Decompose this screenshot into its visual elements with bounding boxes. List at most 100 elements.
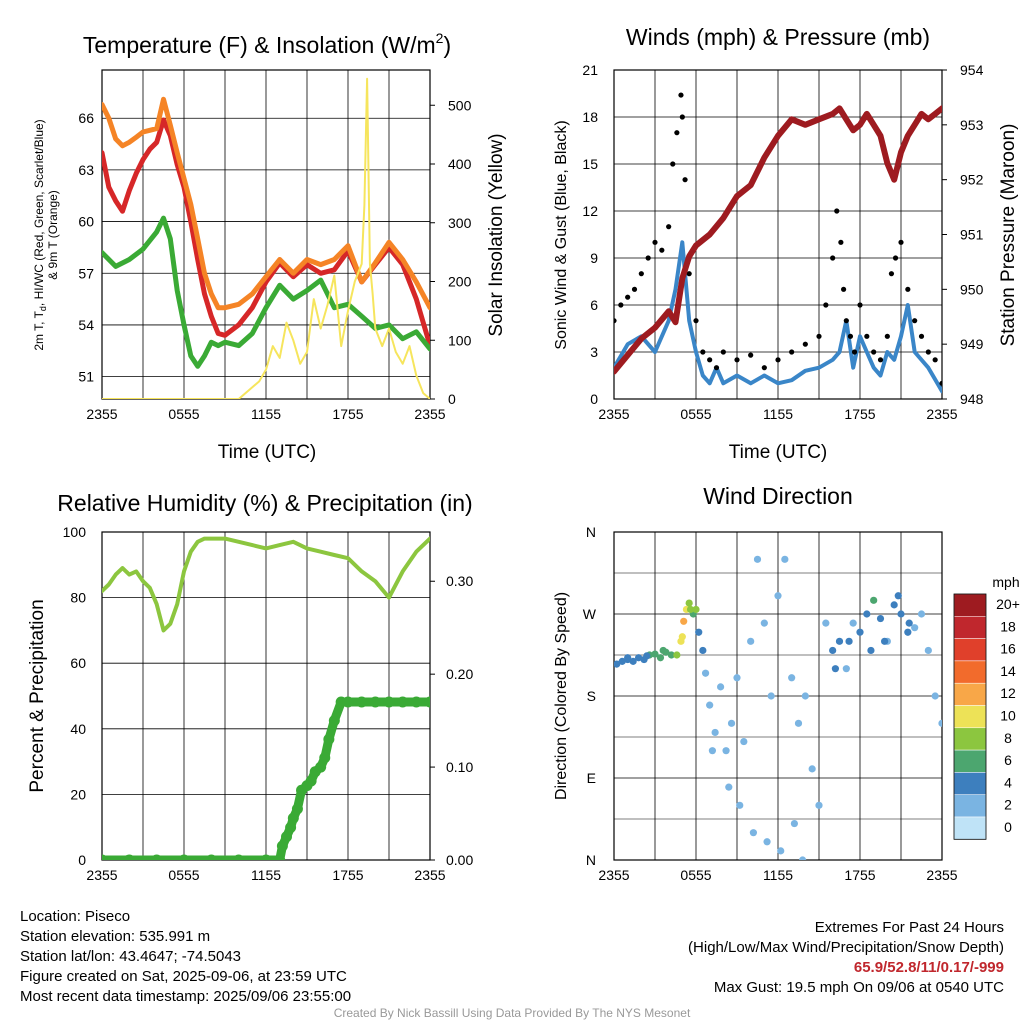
rh-y2tick-label: 0.10: [446, 759, 473, 775]
temp-ylabel-1: 2m T, Td, HI/WC (Red, Green, Scarlet/Blu…: [32, 119, 48, 350]
precip-point: [287, 812, 299, 824]
direction-point: [867, 646, 875, 655]
rh-series-group: [102, 536, 430, 860]
rh-ylabel: Percent & Precipitation: [27, 599, 48, 792]
direction-point: [863, 610, 871, 618]
legend-label: 8: [1004, 730, 1012, 746]
extremes-subheading: (High/Low/Max Wind/Precipitation/Snow De…: [688, 939, 1004, 956]
temp-ytick-label: 63: [78, 162, 94, 178]
gust-point: [734, 357, 740, 363]
gust-point: [700, 349, 706, 355]
gust-point: [678, 92, 684, 98]
precip-point: [281, 831, 292, 843]
precip-point: [383, 696, 395, 708]
wind-xtick-label: 1155: [763, 406, 793, 422]
gust-point: [693, 318, 699, 324]
gust-point: [892, 255, 899, 261]
direction-point: [680, 617, 688, 625]
direction-point: [894, 592, 902, 600]
gust-point: [841, 286, 847, 292]
direction-point: [808, 765, 816, 773]
rh-xtick-label: 2355: [86, 867, 117, 883]
elevation-text: Station elevation: 535.991 m: [20, 928, 211, 945]
temp-xlabel: Time (UTC): [218, 442, 317, 463]
direction-point: [740, 737, 748, 746]
gust-point: [843, 318, 849, 324]
direction-point: [890, 601, 898, 609]
precip-point: [305, 775, 317, 787]
gust-point: [918, 333, 925, 339]
temp-y2label: Solar Insolation (Yellow): [486, 133, 507, 336]
gust-point: [666, 224, 672, 230]
temp-xtick-label: 2355: [86, 406, 117, 422]
wind-y2tick-label: 953: [960, 117, 984, 133]
direction-point: [801, 692, 809, 700]
wind-y2tick-label: 951: [960, 227, 984, 243]
gust-point: [618, 302, 624, 308]
direction-point: [643, 652, 651, 660]
direction-point: [938, 719, 942, 727]
gust-point: [912, 318, 918, 324]
direction-point: [767, 692, 775, 700]
legend-title: mph: [992, 574, 1019, 590]
gust-point: [888, 271, 895, 277]
location-text: Location: Piseco: [20, 908, 131, 925]
latlon-text: Station lat/lon: 43.4647; -74.5043: [20, 948, 242, 965]
wind-ytick-label: 9: [590, 250, 598, 266]
station-info: Location: Piseco Station elevation: 535.…: [20, 907, 351, 1007]
direction-point: [924, 646, 932, 655]
gust-point: [614, 318, 617, 324]
direction-point: [790, 819, 799, 828]
temp-series-line: [102, 96, 430, 311]
direction-point: [635, 654, 643, 662]
gust-point: [864, 333, 870, 339]
direction-point: [763, 838, 771, 846]
wind-series-line: [614, 105, 942, 375]
precip-point: [397, 696, 409, 708]
legend-swatch: [953, 727, 987, 751]
direction-point: [673, 651, 681, 659]
temp-xtick-label: 1155: [251, 406, 281, 422]
precip-point: [328, 715, 340, 727]
temp-series-line: [102, 215, 430, 369]
direction-point: [711, 728, 719, 737]
direction-point: [876, 614, 885, 623]
direction-point: [870, 596, 878, 604]
legend-swatch: [953, 593, 987, 617]
wind-frame: [613, 69, 943, 400]
direction-point: [788, 674, 796, 682]
precip-point: [205, 854, 217, 860]
precip-point: [323, 733, 335, 745]
direction-point: [794, 719, 803, 727]
temp-y2tick-label: 300: [448, 215, 472, 231]
gust-point: [898, 239, 904, 245]
recent-text: Most recent data timestamp: 2025/09/06 2…: [20, 988, 352, 1005]
rh-xtick-label: 2355: [414, 867, 445, 883]
wind-ytick-label: 0: [590, 391, 598, 407]
direction-point: [727, 719, 736, 727]
legend-label: 2: [1004, 797, 1012, 813]
precip-point: [291, 803, 303, 815]
direction-point: [799, 856, 807, 860]
gust-point: [847, 333, 854, 339]
dir-xtick-label: 2355: [598, 867, 629, 883]
legend-swatch: [953, 616, 987, 639]
rh-line: [102, 536, 430, 633]
gust-point: [652, 239, 658, 245]
direction-point: [845, 637, 853, 645]
direction-point: [686, 605, 695, 614]
temp-ytick-label: 57: [78, 265, 94, 281]
legend-swatch: [953, 660, 987, 684]
direction-point: [667, 651, 676, 659]
direction-point: [692, 605, 700, 614]
rh-ytick-label: 60: [70, 655, 86, 671]
gust-point: [631, 286, 638, 292]
legend-label: 18: [1000, 618, 1016, 634]
gust-point: [834, 208, 840, 214]
gust-point: [638, 271, 644, 277]
gust-point: [713, 365, 720, 371]
gust-point: [884, 333, 890, 339]
dir-ytick-label: E: [587, 770, 596, 786]
rh-y2tick-label: 0.30: [446, 573, 473, 589]
dir-ytick-label: N: [586, 852, 596, 868]
